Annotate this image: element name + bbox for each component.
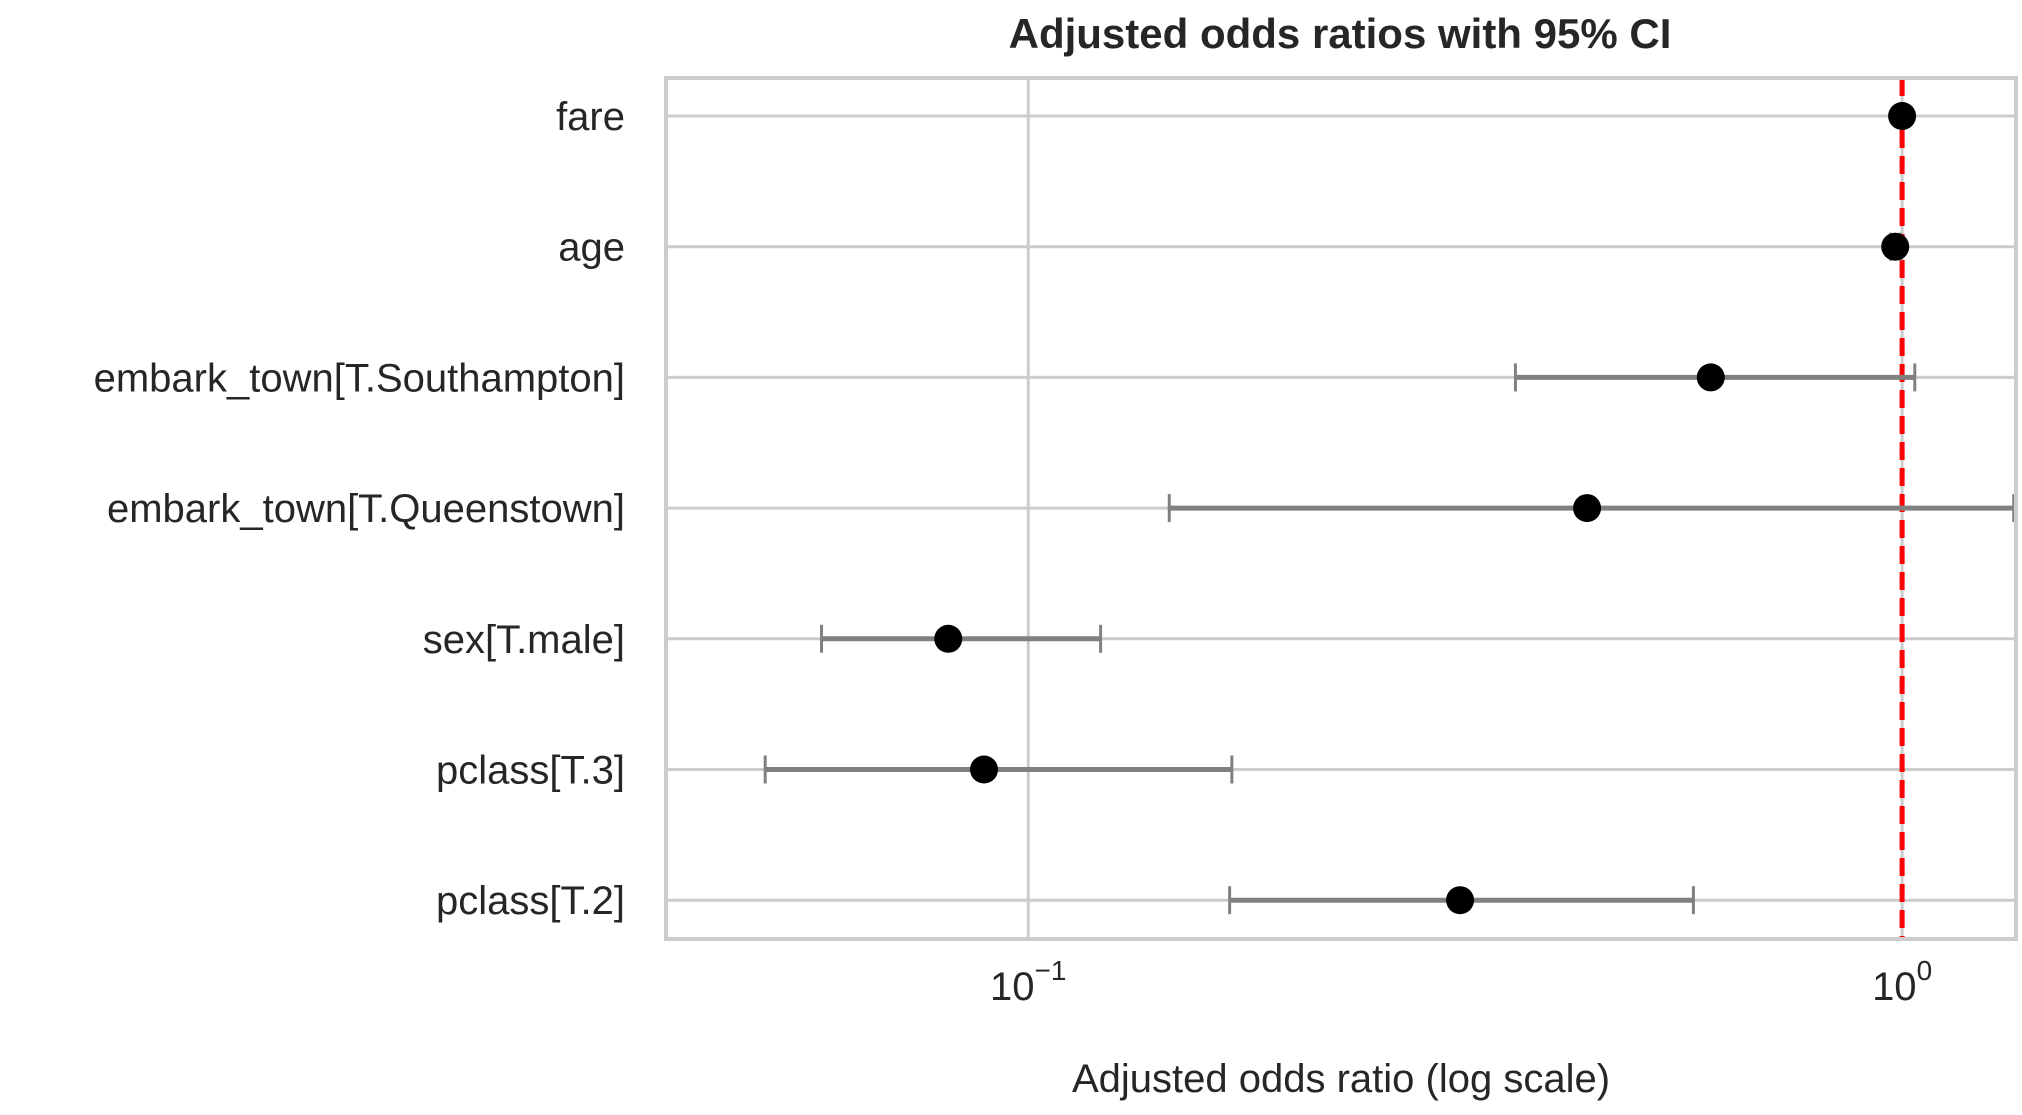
category-labels: fare age embark_town[T.Southampton] embark_… — [94, 95, 625, 923]
estimate-point — [1888, 102, 1917, 130]
estimate-point — [1573, 494, 1602, 523]
category-label: embark_town[T.Southampton] — [94, 356, 625, 400]
chart-title: Adjusted odds ratios with 95% CI — [1009, 10, 1672, 57]
estimate-point — [1696, 363, 1725, 392]
category-label: pclass[T.2] — [436, 879, 625, 923]
x-tick-label: 10−1 — [990, 955, 1066, 1009]
category-label: fare — [556, 95, 625, 139]
estimate-point — [934, 624, 963, 653]
category-label: pclass[T.3] — [436, 749, 625, 793]
x-axis-label: Adjusted odds ratio (log scale) — [1072, 1057, 1610, 1101]
estimate-point — [1446, 886, 1475, 915]
category-label: age — [558, 226, 625, 270]
x-tick-labels: 10−1 100 — [990, 955, 1932, 1009]
estimate-point — [970, 755, 999, 784]
category-label: sex[T.male] — [423, 618, 625, 662]
estimate-point — [1881, 232, 1910, 261]
x-tick-label: 100 — [1872, 955, 1932, 1009]
plot-frame — [664, 76, 2018, 941]
category-label: embark_town[T.Queenstown] — [107, 487, 625, 531]
point-layer — [934, 102, 1917, 915]
